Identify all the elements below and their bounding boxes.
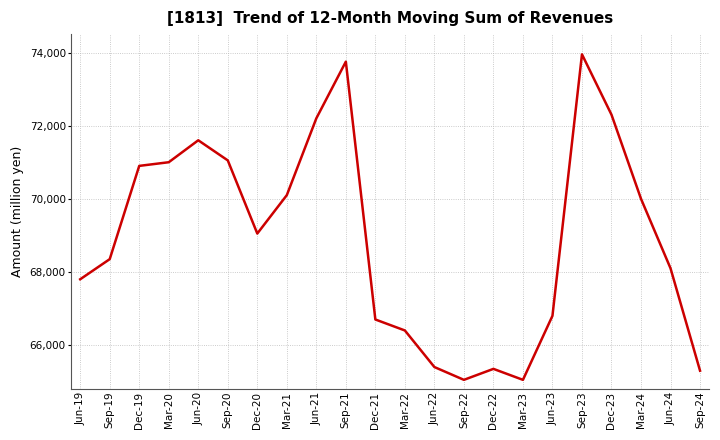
Y-axis label: Amount (million yen): Amount (million yen): [11, 146, 24, 277]
Title: [1813]  Trend of 12-Month Moving Sum of Revenues: [1813] Trend of 12-Month Moving Sum of R…: [167, 11, 613, 26]
